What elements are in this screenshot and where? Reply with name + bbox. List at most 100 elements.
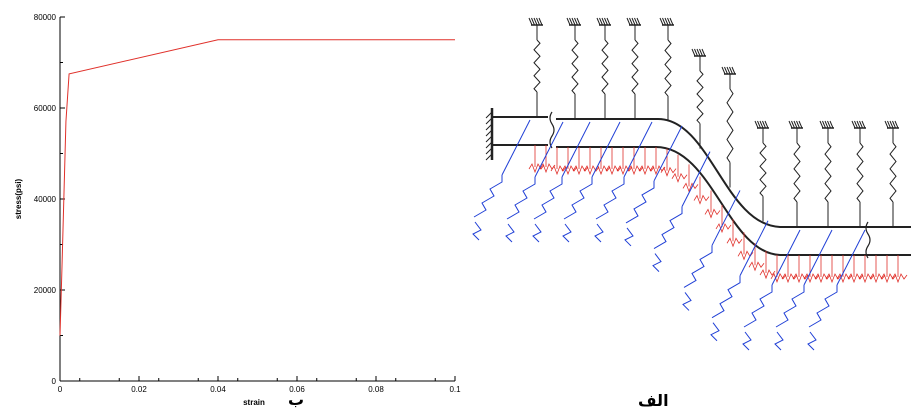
ground-hatch [531, 17, 535, 26]
axial-spring [653, 206, 683, 250]
ground-hatch [788, 120, 793, 129]
x-tick-label: 0.08 [368, 385, 384, 394]
ground-hatch [566, 17, 571, 26]
ground-hatch [822, 120, 826, 129]
pipe-break-right [865, 221, 871, 259]
axial-spring [711, 275, 741, 319]
lateral-spring [814, 273, 831, 284]
ground-hatch [701, 48, 706, 57]
ground-hatch [796, 120, 800, 129]
axial-spring-lead [803, 229, 833, 286]
axial-spring-lead [836, 229, 866, 286]
axial-ground-symbol [652, 253, 662, 272]
y-tick-label: 0 [52, 377, 57, 386]
ground-hatch [731, 66, 736, 75]
x-tick-label: 0.04 [210, 385, 226, 394]
axial-ground-symbol [532, 223, 542, 243]
vertical-spring [856, 142, 864, 203]
vertical-spring [533, 39, 541, 93]
lateral-soil-springs [528, 145, 908, 284]
lateral-spring [836, 273, 853, 284]
ground-hatch [798, 120, 803, 129]
ground-hatch [859, 120, 863, 129]
lateral-spring [726, 237, 743, 248]
pipe-top-line [492, 116, 911, 228]
ground-hatch [634, 17, 638, 26]
axial-spring [683, 245, 713, 288]
series-line [59, 39, 455, 336]
ground-hatch [754, 120, 759, 129]
axial-spring [563, 177, 593, 220]
ground-hatch [599, 17, 603, 26]
pipe-break-left [549, 111, 555, 149]
ground-hatch [884, 120, 889, 129]
ground-hatch [854, 120, 858, 129]
lateral-spring [693, 194, 710, 205]
axial-spring [808, 285, 838, 328]
vertical-spring [571, 39, 579, 95]
ground-hatch [691, 48, 696, 57]
lateral-spring [715, 223, 732, 234]
ground-hatch [889, 120, 894, 129]
ground-hatch [574, 17, 578, 26]
lateral-spring [561, 165, 578, 176]
pipe-soil-spring-diagram [472, 17, 911, 351]
axial-ground-symbol [742, 331, 752, 351]
vertical-spring [726, 88, 734, 163]
caption-right: الف [638, 391, 669, 410]
axial-spring [533, 177, 563, 220]
x-tick-label: 0.06 [289, 385, 305, 394]
ground-hatch [892, 120, 896, 129]
vertical-spring [793, 142, 801, 203]
ground-hatch [664, 17, 669, 26]
ground-hatch [538, 17, 543, 26]
ground-hatch [576, 17, 581, 26]
axial-spring-lead [653, 125, 683, 182]
axial-spring-lead [711, 190, 741, 246]
axial-ground-symbol [807, 331, 817, 351]
ground-hatch [829, 120, 834, 129]
lateral-spring [792, 273, 809, 284]
ground-hatch [856, 120, 861, 129]
axial-spring-lead [561, 121, 591, 178]
ground-hatch [596, 17, 601, 26]
ground-hatch [696, 48, 701, 57]
lateral-spring [550, 165, 567, 176]
axial-ground-symbol [624, 227, 634, 247]
vertical-spring [601, 39, 609, 95]
ground-hatch [606, 17, 611, 26]
axial-soil-springs [472, 119, 866, 351]
ground-hatch [699, 48, 703, 57]
axial-spring-lead [771, 229, 801, 286]
ground-hatch [851, 120, 856, 129]
ground-hatch [604, 17, 608, 26]
lateral-spring [781, 273, 798, 284]
vertical-spring [631, 39, 639, 95]
x-tick-label: 0 [58, 385, 63, 394]
axial-spring-lead [623, 121, 653, 178]
ground-hatch [793, 120, 798, 129]
ground-hatch [759, 120, 764, 129]
axial-ground-symbol [562, 223, 572, 243]
ground-hatch [764, 120, 769, 129]
lateral-spring [869, 273, 886, 284]
ground-hatch [659, 17, 664, 26]
vertical-spring [759, 142, 767, 197]
lateral-spring [638, 165, 655, 176]
axial-spring [743, 285, 773, 328]
axial-spring [473, 175, 503, 218]
lateral-spring [770, 272, 787, 283]
ground-hatch [819, 120, 824, 129]
ground-hatch [662, 17, 666, 26]
x-axis-label: strain [243, 398, 265, 407]
lateral-spring [847, 273, 864, 284]
lateral-spring [759, 269, 776, 280]
ground-hatch [626, 17, 631, 26]
ground-hatch [629, 17, 633, 26]
stress-strain-chart: 0 0.02 0.04 0.06 0.08 0.1 0 20000 40000 60000 8000… [14, 13, 461, 407]
axial-spring-lead [739, 220, 769, 276]
ground-hatch [601, 17, 606, 26]
y-axis-label: stress(psi) [14, 178, 23, 219]
ground-hatch [569, 17, 573, 26]
ground-hatch [791, 120, 795, 129]
